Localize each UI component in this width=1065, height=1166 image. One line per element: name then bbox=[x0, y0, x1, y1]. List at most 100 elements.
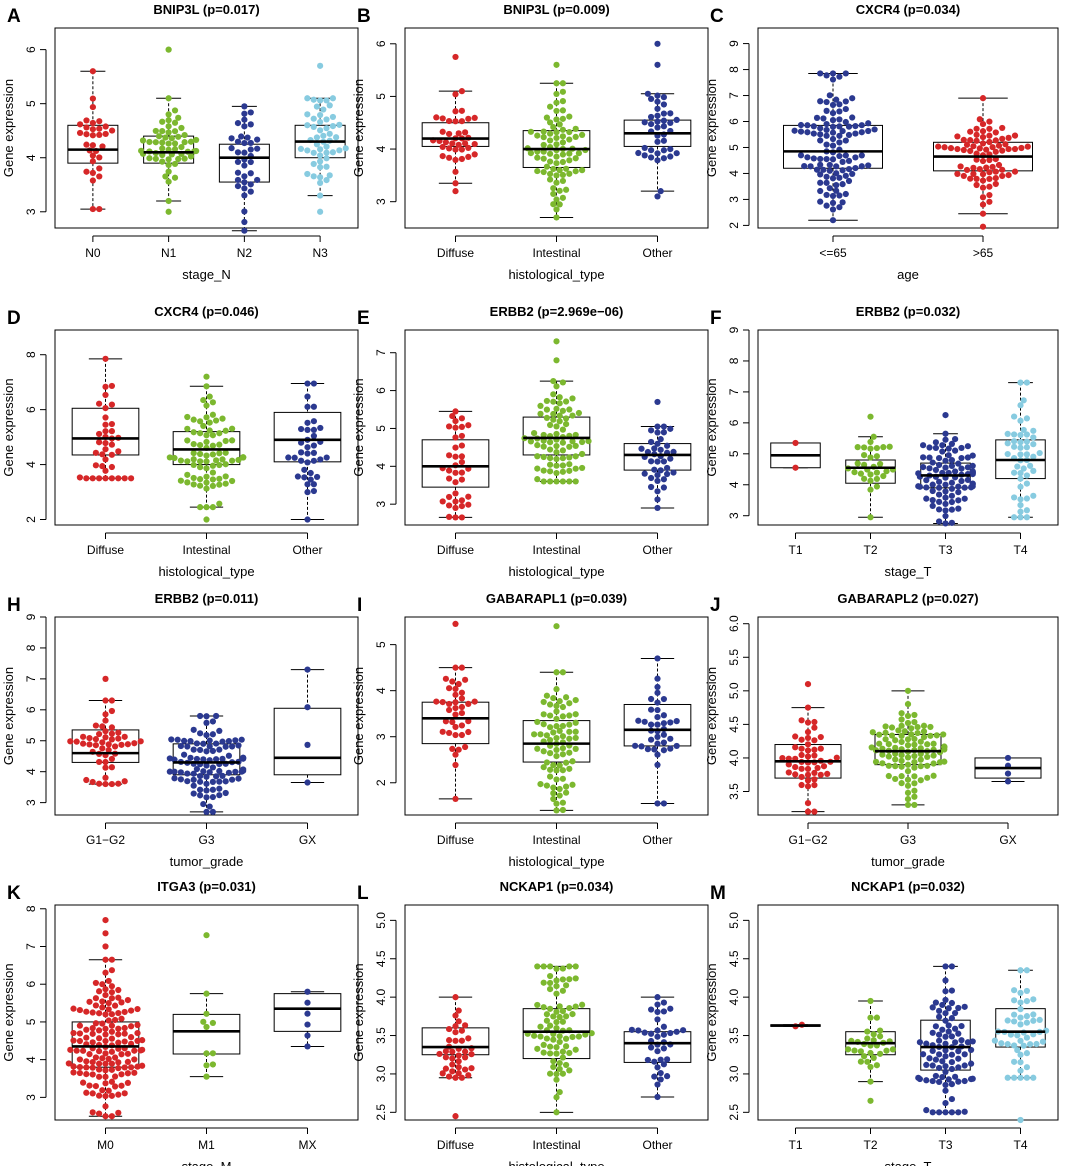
x-tick-label: T2 bbox=[863, 1138, 877, 1152]
data-point bbox=[911, 773, 918, 780]
data-point bbox=[836, 174, 843, 181]
data-point bbox=[200, 756, 207, 763]
data-point bbox=[547, 446, 554, 453]
data-point bbox=[970, 170, 977, 178]
data-point bbox=[452, 1037, 459, 1044]
data-point bbox=[547, 750, 554, 757]
data-point bbox=[817, 131, 824, 138]
data-point bbox=[559, 1048, 567, 1055]
data-point bbox=[575, 150, 583, 157]
data-point bbox=[235, 742, 242, 749]
data-point bbox=[942, 500, 949, 508]
data-point bbox=[553, 965, 560, 972]
data-point bbox=[241, 103, 248, 110]
data-point bbox=[867, 486, 874, 493]
data-point bbox=[108, 724, 115, 731]
data-point bbox=[216, 727, 223, 735]
data-point bbox=[206, 769, 213, 776]
data-point bbox=[102, 774, 109, 781]
data-point bbox=[870, 433, 877, 440]
data-point bbox=[882, 736, 889, 743]
data-point bbox=[936, 461, 943, 469]
data-point bbox=[547, 150, 554, 157]
data-point bbox=[139, 1037, 146, 1044]
data-point bbox=[108, 475, 115, 482]
data-point bbox=[310, 123, 317, 131]
plot-frame bbox=[757, 329, 1059, 526]
data-point bbox=[209, 411, 216, 418]
data-point bbox=[559, 745, 567, 752]
data-point bbox=[969, 452, 976, 459]
x-tick-label: Intestinal bbox=[532, 833, 580, 847]
data-point bbox=[923, 484, 930, 491]
data-point bbox=[1023, 1034, 1030, 1041]
data-point bbox=[540, 443, 547, 450]
data-point bbox=[1017, 439, 1024, 446]
data-point bbox=[651, 1058, 658, 1065]
data-point bbox=[992, 129, 999, 136]
panel-letter: H bbox=[7, 595, 21, 616]
data-point bbox=[811, 808, 818, 815]
panel-letter: E bbox=[357, 308, 370, 329]
data-point bbox=[973, 150, 980, 157]
data-point bbox=[102, 728, 109, 735]
data-point bbox=[579, 464, 586, 472]
data-point bbox=[667, 146, 674, 153]
data-point bbox=[446, 513, 453, 520]
data-point bbox=[446, 145, 453, 152]
data-point bbox=[254, 136, 261, 143]
data-point bbox=[118, 1051, 125, 1058]
plot-frame bbox=[404, 27, 709, 229]
data-point bbox=[654, 98, 661, 105]
data-point bbox=[936, 1051, 943, 1058]
data-point bbox=[197, 441, 204, 449]
data-point bbox=[102, 758, 109, 766]
data-point bbox=[219, 755, 226, 762]
data-point bbox=[926, 444, 933, 451]
data-point bbox=[534, 476, 541, 483]
data-point bbox=[804, 771, 812, 778]
data-point bbox=[203, 808, 210, 816]
data-point bbox=[323, 454, 330, 461]
x-axis-label: tumor_grade bbox=[871, 854, 945, 869]
data-point bbox=[452, 723, 459, 731]
data-point bbox=[70, 1069, 77, 1076]
data-point bbox=[455, 1018, 462, 1025]
data-point bbox=[915, 470, 922, 477]
data-point bbox=[854, 460, 861, 467]
data-point bbox=[559, 151, 567, 158]
data-point bbox=[304, 426, 311, 433]
data-point bbox=[115, 475, 122, 482]
data-point bbox=[452, 91, 459, 98]
x-tick-label: T1 bbox=[788, 543, 802, 557]
data-point bbox=[547, 119, 554, 126]
data-point bbox=[553, 172, 560, 179]
y-tick-label: 4 bbox=[727, 170, 741, 177]
data-point bbox=[108, 451, 115, 458]
data-point bbox=[99, 1087, 106, 1094]
y-tick-label: 7 bbox=[24, 943, 38, 950]
data-point bbox=[462, 1022, 469, 1029]
data-point bbox=[89, 152, 96, 159]
data-point bbox=[845, 157, 853, 165]
data-point bbox=[112, 1054, 119, 1061]
data-point bbox=[657, 446, 664, 453]
data-point bbox=[89, 169, 96, 177]
data-point bbox=[209, 778, 216, 785]
data-point bbox=[1011, 514, 1018, 521]
y-tick-label: 3.0 bbox=[374, 1065, 388, 1082]
data-point bbox=[465, 1072, 472, 1079]
plot-frame bbox=[757, 904, 1059, 1121]
data-point bbox=[550, 416, 557, 423]
data-point bbox=[216, 746, 223, 753]
data-point bbox=[648, 438, 655, 446]
data-point bbox=[898, 763, 905, 770]
data-point bbox=[134, 1005, 141, 1013]
data-point bbox=[979, 194, 987, 201]
data-point bbox=[904, 782, 912, 789]
data-point bbox=[864, 1035, 871, 1042]
data-point bbox=[465, 501, 472, 508]
data-point bbox=[455, 680, 462, 688]
data-point bbox=[452, 761, 459, 769]
